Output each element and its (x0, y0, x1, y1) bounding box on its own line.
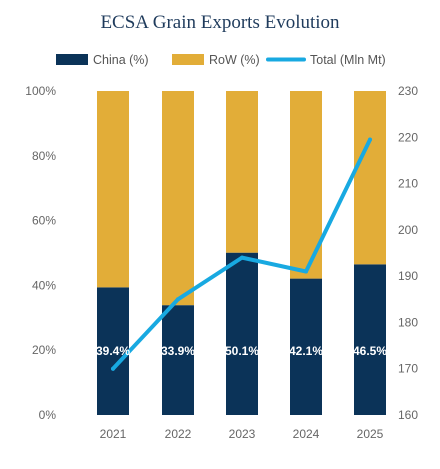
legend-label-row: RoW (%) (209, 53, 260, 67)
data-label-2021: 39.4% (96, 344, 130, 358)
left-tick-label: 40% (32, 278, 56, 292)
total-point-2024 (304, 269, 308, 274)
left-axis: 0% 20% 40% 60% 80% 100% (25, 84, 56, 422)
right-tick-label: 220 (398, 130, 418, 144)
legend-swatch-china (56, 54, 88, 65)
bar-row-2022 (162, 91, 194, 306)
total-point-2025 (368, 137, 372, 142)
legend: China (%) RoW (%) Total (Mln Mt) (56, 53, 386, 67)
x-tick-label-2024: 2024 (293, 427, 320, 441)
data-label-2023: 50.1% (225, 344, 259, 358)
right-tick-label: 210 (398, 177, 418, 191)
left-tick-label: 80% (32, 149, 56, 163)
bar-china-2021 (97, 287, 129, 415)
left-tick-label: 0% (39, 408, 57, 422)
bar-china-2025 (354, 264, 386, 415)
total-line-layer (111, 137, 372, 371)
left-tick-label: 100% (25, 84, 56, 98)
bar-row-2025 (354, 91, 386, 265)
legend-label-china: China (%) (93, 53, 149, 67)
bar-china-2024 (290, 278, 322, 415)
data-label-2024: 42.1% (289, 344, 323, 358)
data-label-2022: 33.9% (161, 344, 195, 358)
bar-row-2023 (226, 91, 258, 253)
legend-label-total: Total (Mln Mt) (310, 53, 386, 67)
right-tick-label: 190 (398, 269, 418, 283)
right-tick-label: 230 (398, 84, 418, 98)
x-tick-label-2025: 2025 (357, 427, 384, 441)
right-tick-label: 170 (398, 362, 418, 376)
chart-title: ECSA Grain Exports Evolution (100, 12, 340, 33)
x-axis: 2021 2022 2023 2024 2025 (100, 427, 384, 441)
x-tick-label-2023: 2023 (229, 427, 256, 441)
total-point-2022 (176, 297, 180, 302)
left-tick-label: 60% (32, 214, 56, 228)
right-tick-label: 160 (398, 408, 418, 422)
data-labels: 39.4% 33.9% 50.1% 42.1% 46.5% (96, 344, 387, 358)
legend-swatch-row (172, 54, 204, 65)
total-point-2021 (111, 366, 115, 371)
bar-china-2023 (226, 252, 258, 415)
x-tick-label-2022: 2022 (165, 427, 192, 441)
bar-china-2022 (162, 305, 194, 415)
total-point-2023 (240, 255, 244, 260)
left-tick-label: 20% (32, 343, 56, 357)
right-axis: 160 170 180 190 200 210 220 230 (398, 84, 418, 422)
x-tick-label-2021: 2021 (100, 427, 127, 441)
right-tick-label: 180 (398, 315, 418, 329)
data-label-2025: 46.5% (353, 344, 387, 358)
bars (97, 91, 386, 415)
bar-row-2021 (97, 91, 129, 288)
right-tick-label: 200 (398, 223, 418, 237)
